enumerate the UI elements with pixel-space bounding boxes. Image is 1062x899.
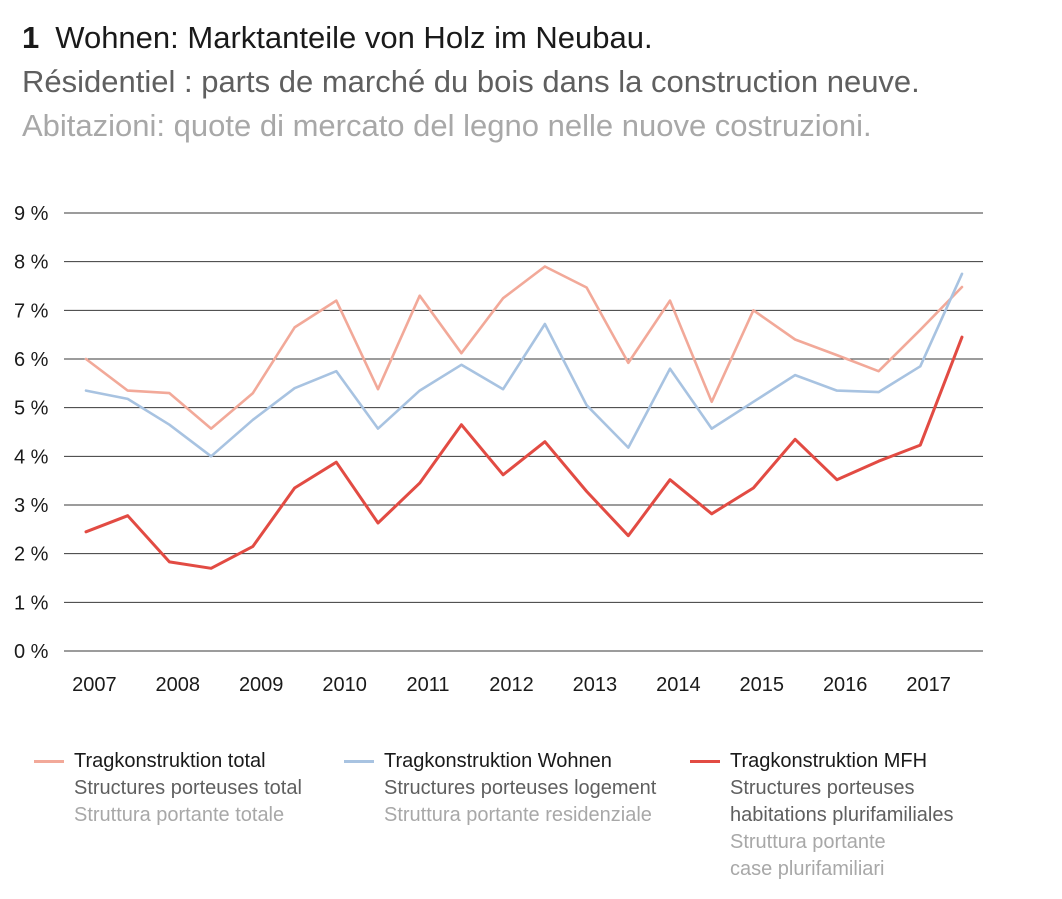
y-axis-ticks: 0 % 1 % 2 % 3 % 4 % 5 % 6 % 7 % 8 % 9 % — [14, 203, 49, 663]
x-tick-label: 2012 — [489, 674, 534, 696]
figure-number: 1 — [22, 20, 40, 55]
title-german-text: Wohnen: Marktanteile von Holz im Neubau. — [55, 20, 653, 55]
legend-item-total: Tragkonstruktion total Structures porteu… — [34, 748, 302, 829]
legend-swatch-total — [34, 760, 64, 763]
x-tick-label: 2011 — [407, 674, 450, 696]
y-tick-label: 7 % — [14, 300, 49, 322]
legend-label-de: Tragkonstruktion total — [74, 750, 266, 772]
x-tick-label: 2016 — [823, 674, 868, 696]
y-tick-label: 6 % — [14, 349, 49, 371]
legend-item-wohnen: Tragkonstruktion Wohnen Structures porte… — [344, 748, 656, 829]
legend-label-fr: Structures porteuses habitations plurifa… — [730, 777, 954, 826]
x-tick-label: 2014 — [656, 674, 701, 696]
x-tick-label: 2007 — [72, 674, 117, 696]
y-tick-label: 0 % — [14, 641, 49, 663]
title-german: 1 Wohnen: Marktanteile von Holz im Neubau… — [22, 16, 920, 60]
y-tick-label: 3 % — [14, 495, 49, 517]
y-tick-label: 2 % — [14, 544, 49, 566]
x-tick-label: 2017 — [906, 674, 951, 696]
legend-label-it: Struttura portante residenziale — [384, 804, 652, 826]
legend-item-mfh: Tragkonstruktion MFH Structures porteuse… — [690, 748, 953, 883]
series-line-wohnen — [84, 272, 964, 458]
x-tick-label: 2015 — [740, 674, 785, 696]
legend-label-de: Tragkonstruktion Wohnen — [384, 750, 612, 772]
legend-label-it: Struttura portante case plurifamiliari — [730, 831, 886, 880]
series-line-mfh — [84, 335, 964, 570]
y-tick-label: 9 % — [14, 203, 49, 225]
series-line-total — [84, 265, 964, 430]
legend-swatch-mfh — [690, 760, 720, 763]
legend-label-fr: Structures porteuses total — [74, 777, 302, 799]
x-tick-label: 2009 — [239, 674, 284, 696]
legend-swatch-wohnen — [344, 760, 374, 763]
title-french: Résidentiel : parts de marché du bois da… — [22, 64, 920, 99]
y-tick-label: 1 % — [14, 592, 49, 614]
y-tick-label: 5 % — [14, 398, 49, 420]
y-tick-label: 4 % — [14, 446, 49, 468]
x-tick-label: 2010 — [322, 674, 367, 696]
line-chart: 0 %1 %2 %3 %4 %5 %6 %7 %8 %9 % 2007 2008 2… — [14, 203, 983, 696]
gridlines — [64, 212, 983, 652]
x-tick-label: 2013 — [573, 674, 618, 696]
x-axis-ticks: 2007 2008 2009 2010 2011 2012 2013 2014 2015 2016… — [72, 674, 951, 696]
title-italian: Abitazioni: quote di mercato del legno n… — [22, 108, 872, 143]
chart-title-block: 1 Wohnen: Marktanteile von Holz im Neubau… — [22, 16, 920, 148]
legend-label-it: Struttura portante totale — [74, 804, 285, 826]
x-tick-label: 2008 — [156, 674, 201, 696]
y-tick-label: 8 % — [14, 252, 49, 274]
legend-label-fr: Structures porteuses logement — [384, 777, 657, 799]
series-lines — [84, 265, 964, 570]
legend-label-de: Tragkonstruktion MFH — [730, 750, 928, 772]
